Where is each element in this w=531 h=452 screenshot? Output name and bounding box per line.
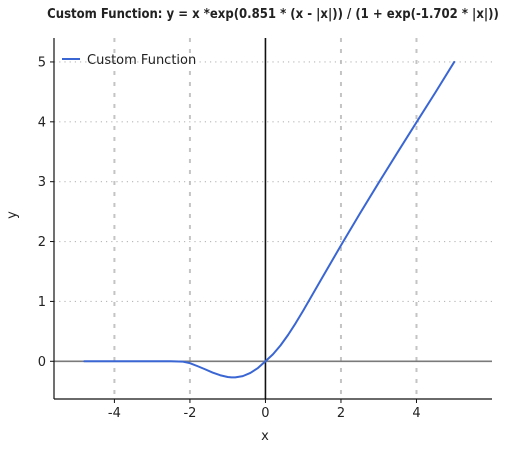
- y-tick-label: 0: [38, 355, 46, 370]
- series-line: [83, 60, 456, 379]
- axes: [50, 38, 492, 403]
- y-tick-label: 1: [38, 295, 46, 310]
- x-tick-label: 0: [261, 406, 269, 421]
- legend: Custom Function: [62, 53, 196, 68]
- y-axis-label: y: [5, 211, 20, 219]
- x-tick-label: 4: [412, 406, 420, 421]
- series: [83, 60, 456, 379]
- tick-labels: -4 -2 0 2 4 0 1 2 3 4 5: [38, 55, 421, 421]
- grid: [54, 38, 492, 399]
- legend-label: Custom Function: [87, 53, 196, 68]
- y-tick-label: 2: [38, 235, 46, 250]
- x-tick-label: -2: [183, 406, 196, 421]
- x-axis-label: x: [261, 429, 269, 444]
- x-tick-label: 2: [337, 406, 345, 421]
- y-tick-label: 3: [38, 175, 46, 190]
- chart-title: Custom Function: y = x *exp(0.851 * (x -…: [47, 7, 499, 22]
- y-tick-label: 4: [38, 115, 46, 130]
- x-tick-label: -4: [108, 406, 121, 421]
- y-tick-label: 5: [38, 55, 46, 70]
